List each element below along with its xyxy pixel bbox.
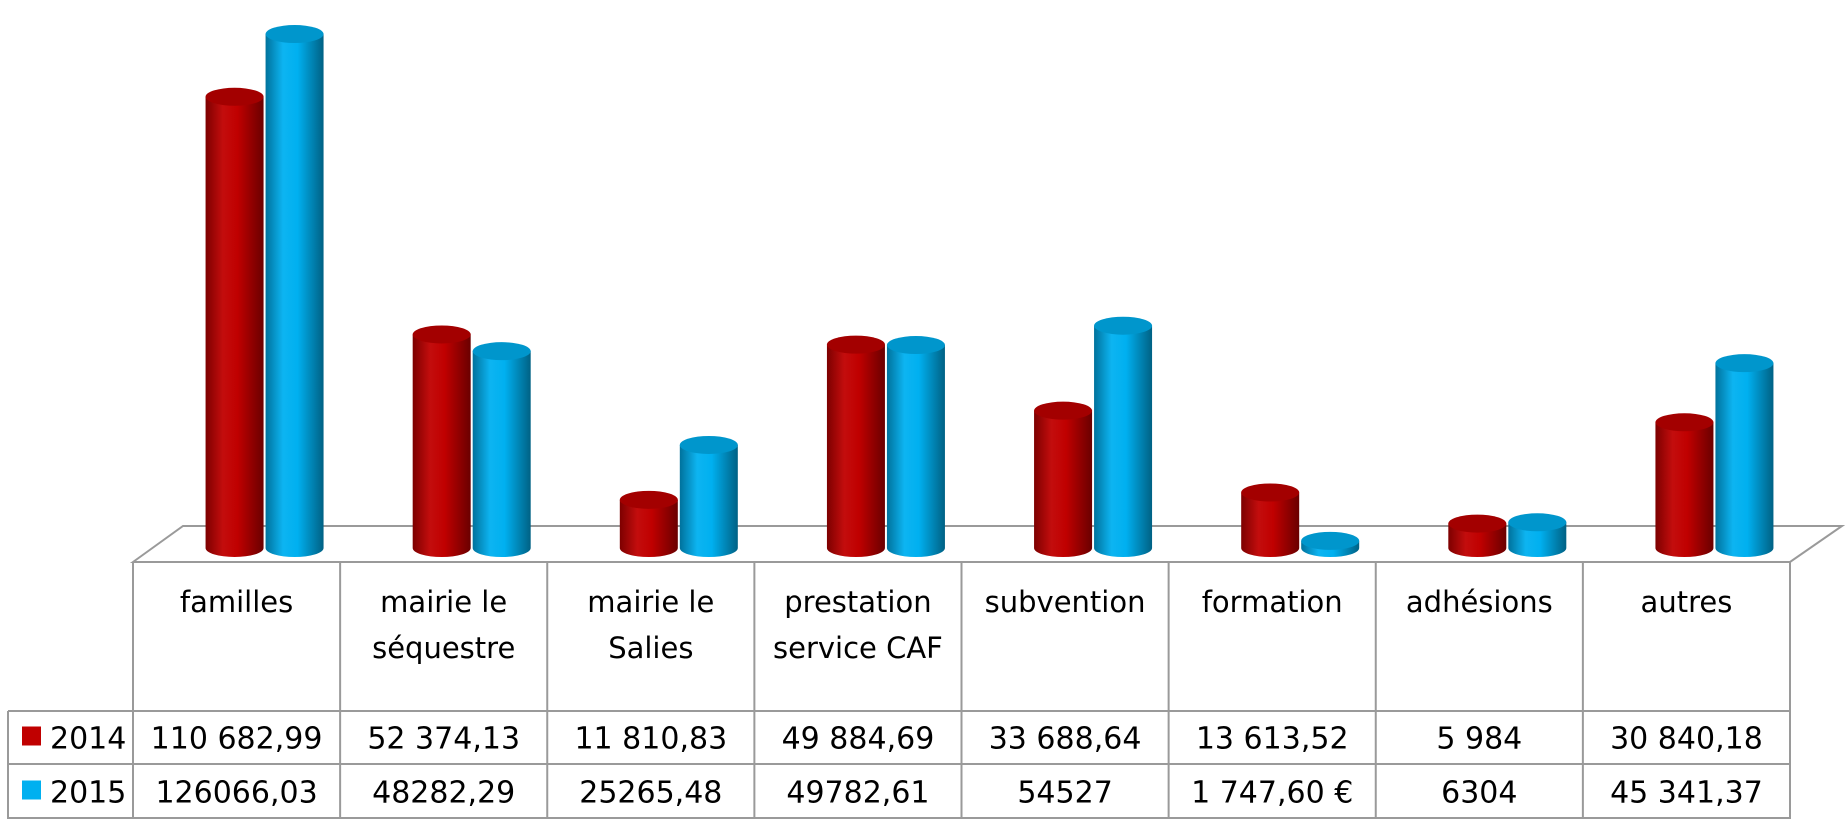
data-label: 110 682,99 xyxy=(151,722,323,757)
data-table: familles mairie le séquestre mairie le Salie… xyxy=(7,562,1791,819)
data-label: 45 341,37 xyxy=(1610,776,1763,811)
bar-2014-0 xyxy=(205,87,264,557)
category-label: prestation service CAF xyxy=(773,585,943,665)
bar-2015-0 xyxy=(265,25,324,557)
bar-2014-2 xyxy=(619,490,678,557)
data-label: 49782,61 xyxy=(786,776,929,811)
legend-swatch-2014 xyxy=(22,726,41,746)
legend-label-2015: 2015 xyxy=(50,776,126,811)
data-label: 30 840,18 xyxy=(1610,722,1763,757)
data-label: 5 984 xyxy=(1436,722,1522,757)
data-label: 33 688,64 xyxy=(989,722,1142,757)
floor-plane xyxy=(129,525,1846,563)
category-label: adhésions xyxy=(1406,585,1553,619)
bar-2014-4 xyxy=(1034,401,1093,557)
category-label: autres xyxy=(1641,585,1733,619)
category-label: formation xyxy=(1202,585,1343,619)
bar-2015-1 xyxy=(472,342,531,557)
category-label: mairie le Salies xyxy=(587,585,714,665)
data-label: 49 884,69 xyxy=(782,722,935,757)
bar-2015-5 xyxy=(1301,531,1360,557)
data-label: 126066,03 xyxy=(155,776,317,811)
legend-label-2014: 2014 xyxy=(50,722,126,757)
category-label: subvention xyxy=(985,585,1146,619)
bar-2014-7 xyxy=(1655,413,1714,557)
data-label: 52 374,13 xyxy=(367,722,520,757)
category-label: familles xyxy=(180,585,293,619)
data-label: 54527 xyxy=(1017,776,1112,811)
data-label: 6304 xyxy=(1441,776,1517,811)
data-label: 48282,29 xyxy=(372,776,515,811)
data-label: 25265,48 xyxy=(579,776,722,811)
legend-swatch-2015 xyxy=(22,780,41,800)
bar-2015-4 xyxy=(1094,316,1153,557)
data-label: 11 810,83 xyxy=(574,722,727,757)
bar-2014-5 xyxy=(1241,483,1300,557)
bar-2015-7 xyxy=(1715,354,1774,557)
bar-2014-6 xyxy=(1448,514,1507,557)
bar-2014-3 xyxy=(826,335,885,557)
data-label: 13 613,52 xyxy=(1196,722,1349,757)
chart-floor xyxy=(129,525,1846,563)
bar-2015-6 xyxy=(1508,513,1567,557)
bar-2014-1 xyxy=(412,325,471,557)
data-label: 1 747,60 € xyxy=(1191,776,1353,811)
bar-2015-2 xyxy=(679,435,738,557)
category-label: mairie le séquestre xyxy=(372,585,515,665)
bars-layer xyxy=(205,25,1774,557)
bar-2015-3 xyxy=(886,336,945,557)
